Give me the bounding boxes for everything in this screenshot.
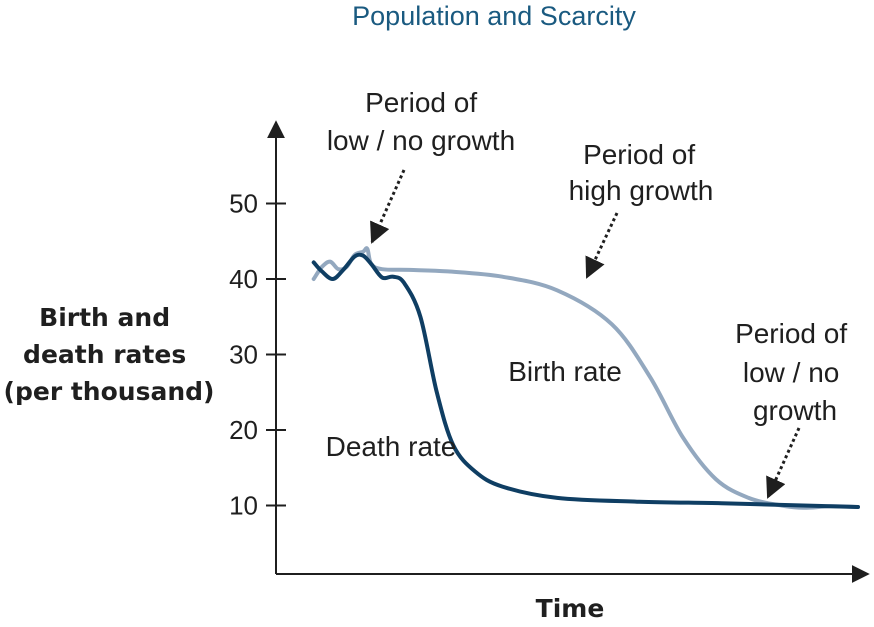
y-tick-label: 40: [229, 264, 258, 294]
series-label-death-rate: Death rate: [326, 431, 457, 462]
y-tick-label: 50: [229, 189, 258, 219]
annotation-line: Period of: [735, 318, 847, 349]
y-axis-label-line: Birth and: [39, 303, 170, 332]
y-tick-label: 10: [229, 491, 258, 521]
chart-title: Population and Scarcity: [352, 1, 636, 31]
annotation-line: growth: [753, 395, 837, 426]
y-axis-label-line: death rates: [23, 340, 186, 369]
annotation-high-growth: Period of high growth: [569, 139, 714, 206]
annotation-line: Period of: [365, 87, 477, 118]
y-tick-label: 30: [229, 340, 258, 370]
annotation-arrow-low-growth-late: [766, 427, 801, 499]
y-tick-label: 20: [229, 415, 258, 445]
y-axis-label: Birth and death rates (per thousand): [4, 303, 215, 406]
annotation-line: low / no growth: [327, 125, 515, 156]
annotation-line: low / no: [743, 357, 840, 388]
annotation-line: high growth: [569, 175, 714, 206]
annotation-arrow-low-growth-early: [370, 169, 406, 244]
series-label-birth-rate: Birth rate: [508, 356, 622, 387]
series-line-death-rate: [311, 252, 860, 509]
y-axis-label-line: (per thousand): [4, 377, 215, 406]
annotation-low-growth-early: Period of low / no growth: [327, 87, 515, 156]
annotation-arrow-high-growth: [585, 212, 619, 279]
annotation-line: Period of: [583, 139, 695, 170]
annotation-low-growth-late: Period of low / no growth: [735, 318, 855, 426]
x-axis-label: Time: [536, 594, 605, 623]
